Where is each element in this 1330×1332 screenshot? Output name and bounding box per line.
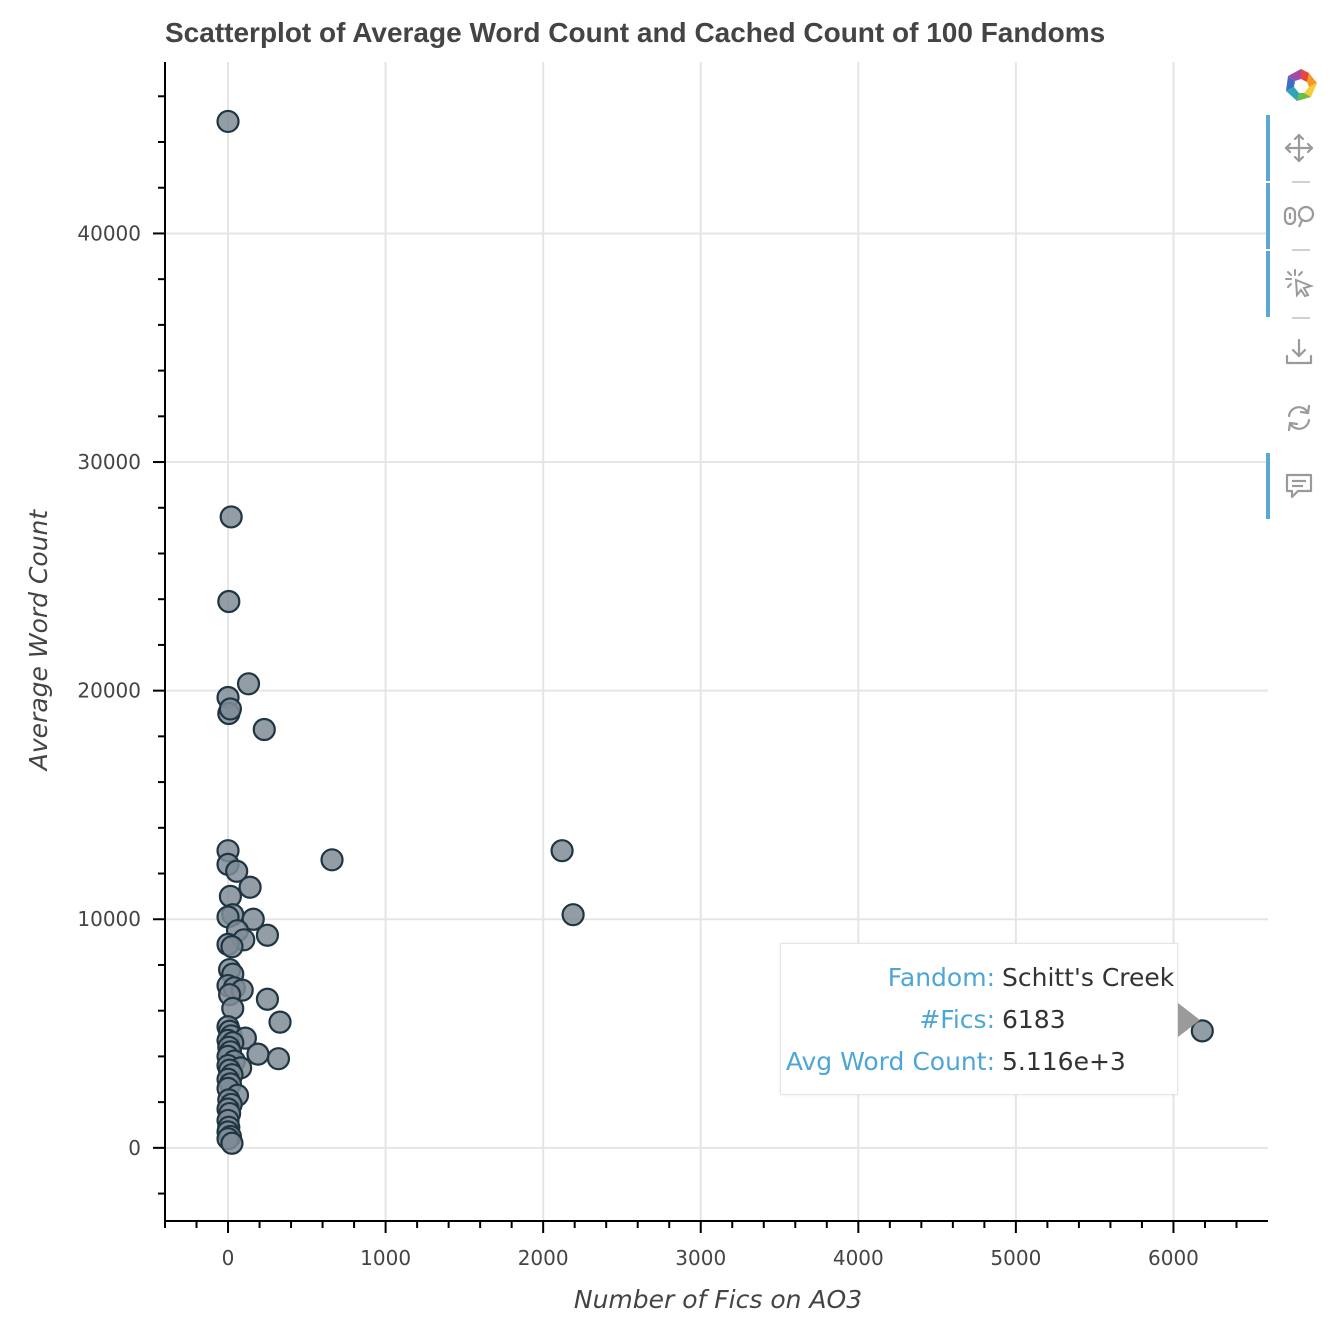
x-tick-label: 0 (222, 1246, 235, 1270)
move-arrows-icon (1284, 133, 1314, 163)
scatter-point (238, 875, 262, 899)
scatter-point (561, 903, 585, 927)
x-tick-label: 2000 (518, 1246, 569, 1270)
tooltip-key: Avg Word Count: (785, 1047, 995, 1076)
scatter-point (236, 672, 261, 696)
scatter-point (266, 1047, 291, 1071)
reset-tool-button[interactable] (1266, 385, 1330, 451)
x-tick-label: 5000 (990, 1246, 1041, 1270)
scatter-point (218, 697, 242, 721)
reset-icon (1287, 404, 1311, 432)
x-tick-label: 3000 (675, 1246, 726, 1270)
chat-bubble-icon (1285, 473, 1313, 499)
y-tick-label: 0 (128, 1136, 141, 1160)
scatter-point (255, 987, 280, 1011)
tooltip-key: Fandom: (887, 963, 995, 992)
tooltip-value: Schitt's Creek (1002, 963, 1175, 992)
y-tick-label: 40000 (77, 221, 141, 245)
box-zoom-icon (1283, 205, 1315, 228)
scatter-point (320, 848, 344, 872)
scatter-point (216, 109, 240, 134)
y-axis-label: Average Word Count (24, 509, 53, 773)
bokeh-logo-icon[interactable] (1266, 50, 1330, 116)
y-tick-label: 10000 (77, 907, 141, 931)
scatter-point (217, 589, 241, 614)
box-zoom-tool-button[interactable] (1266, 183, 1330, 249)
hover-tooltip: Fandom: Schitt's Creek #Fics: 6183 Avg Word … (780, 943, 1178, 1095)
save-tool-button[interactable] (1266, 319, 1330, 385)
tap-cursor-icon (1285, 269, 1315, 298)
pan-tool-button[interactable] (1266, 115, 1330, 181)
download-icon (1285, 338, 1313, 365)
scatter-point (220, 935, 244, 959)
tap-tool-button[interactable] (1266, 251, 1330, 317)
scatter-point (252, 717, 276, 742)
hover-tool-button[interactable] (1266, 453, 1330, 519)
x-tick-label: 4000 (833, 1246, 884, 1270)
axes: 0 1000 2000 3000 4000 5000 6000 0 10000 20000 3000… (77, 62, 1268, 1270)
tooltip-value: 6183 (1002, 1005, 1066, 1034)
y-tick-label: 30000 (77, 450, 141, 474)
tooltip-value: 5.116e+3 (1002, 1047, 1126, 1076)
scatter-point (225, 859, 249, 883)
x-tick-label: 6000 (1148, 1246, 1199, 1270)
tooltip-row: Avg Word Count: 5.116e+3 (781, 1047, 1177, 1077)
data-points (216, 109, 1214, 1155)
scatter-point (246, 1042, 270, 1066)
x-axis-label: Number of Fics on AO3 (574, 1285, 862, 1314)
tooltip-pointer (1178, 1003, 1200, 1037)
scatter-point (219, 505, 243, 529)
y-tick-label: 20000 (77, 679, 141, 703)
tooltip-row: Fandom: Schitt's Creek (781, 963, 1177, 993)
plot-toolbar (1266, 50, 1330, 530)
scatter-point (255, 923, 280, 947)
scatter-point (241, 907, 265, 931)
chart-title: Scatterplot of Average Word Count and Ca… (165, 17, 1105, 48)
tooltip-key: #Fics: (919, 1005, 995, 1034)
scatter-point (268, 1010, 292, 1034)
tooltip-row: #Fics: 6183 (781, 1005, 1177, 1035)
scatter-point (550, 839, 574, 863)
x-tick-label: 1000 (360, 1246, 411, 1270)
grid-lines (165, 62, 1268, 1221)
scatter-point (220, 1131, 244, 1155)
